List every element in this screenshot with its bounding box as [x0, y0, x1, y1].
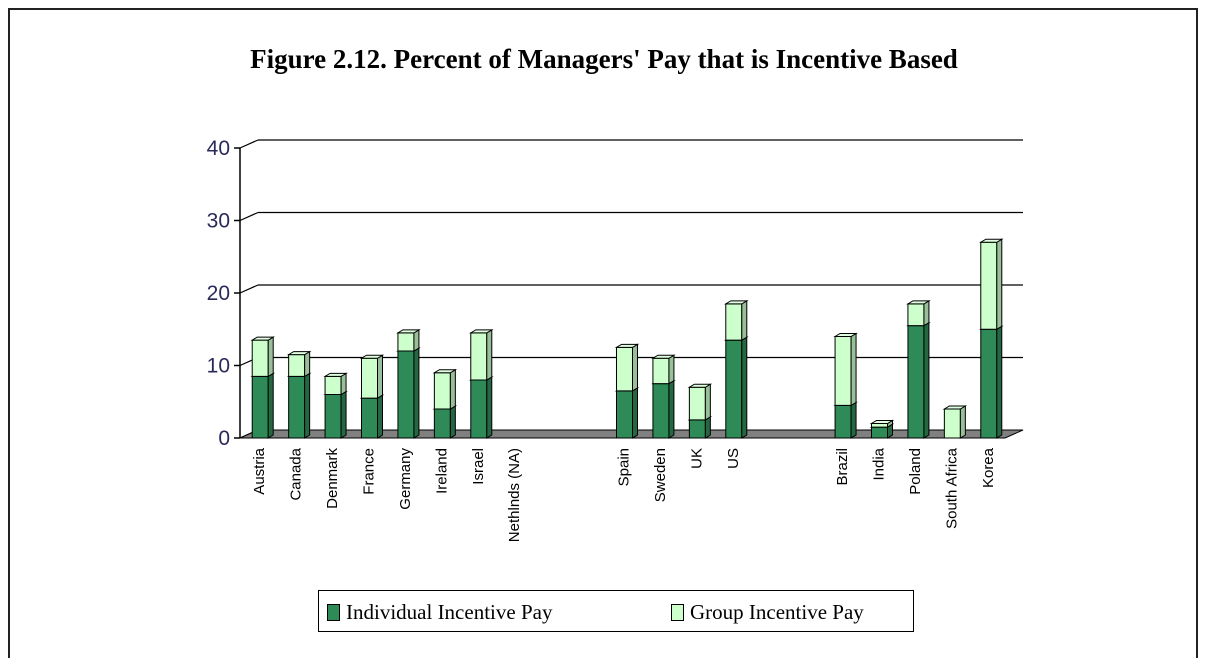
bar-group-denmark — [323, 372, 348, 396]
bar-group-germany — [396, 328, 421, 352]
x-tick-label: Sweden — [652, 448, 669, 502]
bar-group-korea — [978, 238, 1004, 331]
bar-group-israel — [468, 328, 494, 381]
bar-group-india — [869, 419, 895, 429]
gridline-diagonal — [239, 139, 259, 149]
gridline-diagonal — [239, 284, 259, 294]
label-layer: 0 10 20 30 40 Austria Canada Denmark France Germa… — [207, 137, 997, 542]
x-tick-label: Denmark — [324, 448, 341, 509]
x-tick-label: Nethlnds (NA) — [506, 448, 523, 542]
x-tick-label: Spain — [616, 448, 633, 486]
bar-individual-germany — [396, 347, 421, 439]
bar-individual-ireland — [432, 405, 458, 439]
legend-swatch-group — [671, 604, 684, 621]
y-tick-label: 30 — [207, 210, 230, 233]
bar-group-south-africa — [942, 405, 968, 439]
gridline-diagonal — [239, 211, 259, 222]
legend-label-individual: Individual Incentive Pay — [346, 600, 553, 624]
bar-group-sweden — [651, 354, 676, 385]
bar-individual-us — [723, 336, 749, 439]
x-tick-label: Korea — [980, 447, 997, 488]
bar-individual-austria — [250, 372, 276, 439]
bar-group-brazil — [833, 332, 858, 407]
grid-layer — [239, 139, 1023, 439]
legend-label-group: Group Incentive Pay — [690, 600, 864, 624]
bar-individual-poland — [906, 321, 931, 439]
x-tick-label: India — [871, 447, 888, 480]
bar-group-austria — [250, 336, 276, 378]
bar-group-poland — [906, 299, 931, 327]
bar-group-spain — [614, 343, 640, 392]
y-tick-label: 10 — [207, 355, 230, 378]
legend-item-individual: Individual Incentive Pay — [327, 600, 552, 625]
legend-swatch-individual — [327, 604, 340, 621]
bar-individual-spain — [614, 386, 640, 439]
legend: Individual Incentive Pay Group Incentive… — [318, 590, 914, 632]
bar-group-us — [723, 299, 749, 342]
bar-group-france — [359, 354, 385, 400]
bar-individual-sweden — [651, 379, 676, 439]
bar-individual-canada — [286, 372, 312, 439]
bar-group-uk — [687, 383, 713, 421]
bar-individual-korea — [978, 325, 1004, 439]
x-tick-label: Israel — [470, 448, 487, 485]
chart-frame — [8, 8, 1198, 658]
bar-individual-israel — [468, 376, 494, 439]
bar-group-ireland — [432, 368, 458, 410]
y-tick-label: 20 — [207, 282, 230, 305]
x-tick-label: France — [361, 448, 378, 495]
x-tick-label: Germany — [397, 448, 414, 510]
bar-individual-france — [359, 394, 385, 439]
y-tick-label: 40 — [207, 137, 230, 160]
x-tick-label: Austria — [251, 447, 268, 494]
x-tick-label: Poland — [907, 448, 924, 495]
bar-individual-brazil — [833, 401, 858, 439]
x-tick-label: Brazil — [834, 448, 851, 486]
legend-item-group: Group Incentive Pay — [671, 600, 864, 625]
bar-group-canada — [286, 350, 312, 378]
x-tick-label: South Africa — [943, 447, 960, 529]
x-tick-label: UK — [688, 448, 705, 469]
chart-title: Figure 2.12. Percent of Managers' Pay th… — [250, 44, 958, 74]
x-tick-label: Canada — [288, 447, 305, 500]
y-tick-label: 0 — [218, 427, 230, 450]
x-tick-label: US — [725, 448, 742, 469]
bar-individual-denmark — [323, 390, 348, 439]
bar-layer — [250, 238, 1004, 439]
x-tick-label: Ireland — [433, 448, 450, 494]
